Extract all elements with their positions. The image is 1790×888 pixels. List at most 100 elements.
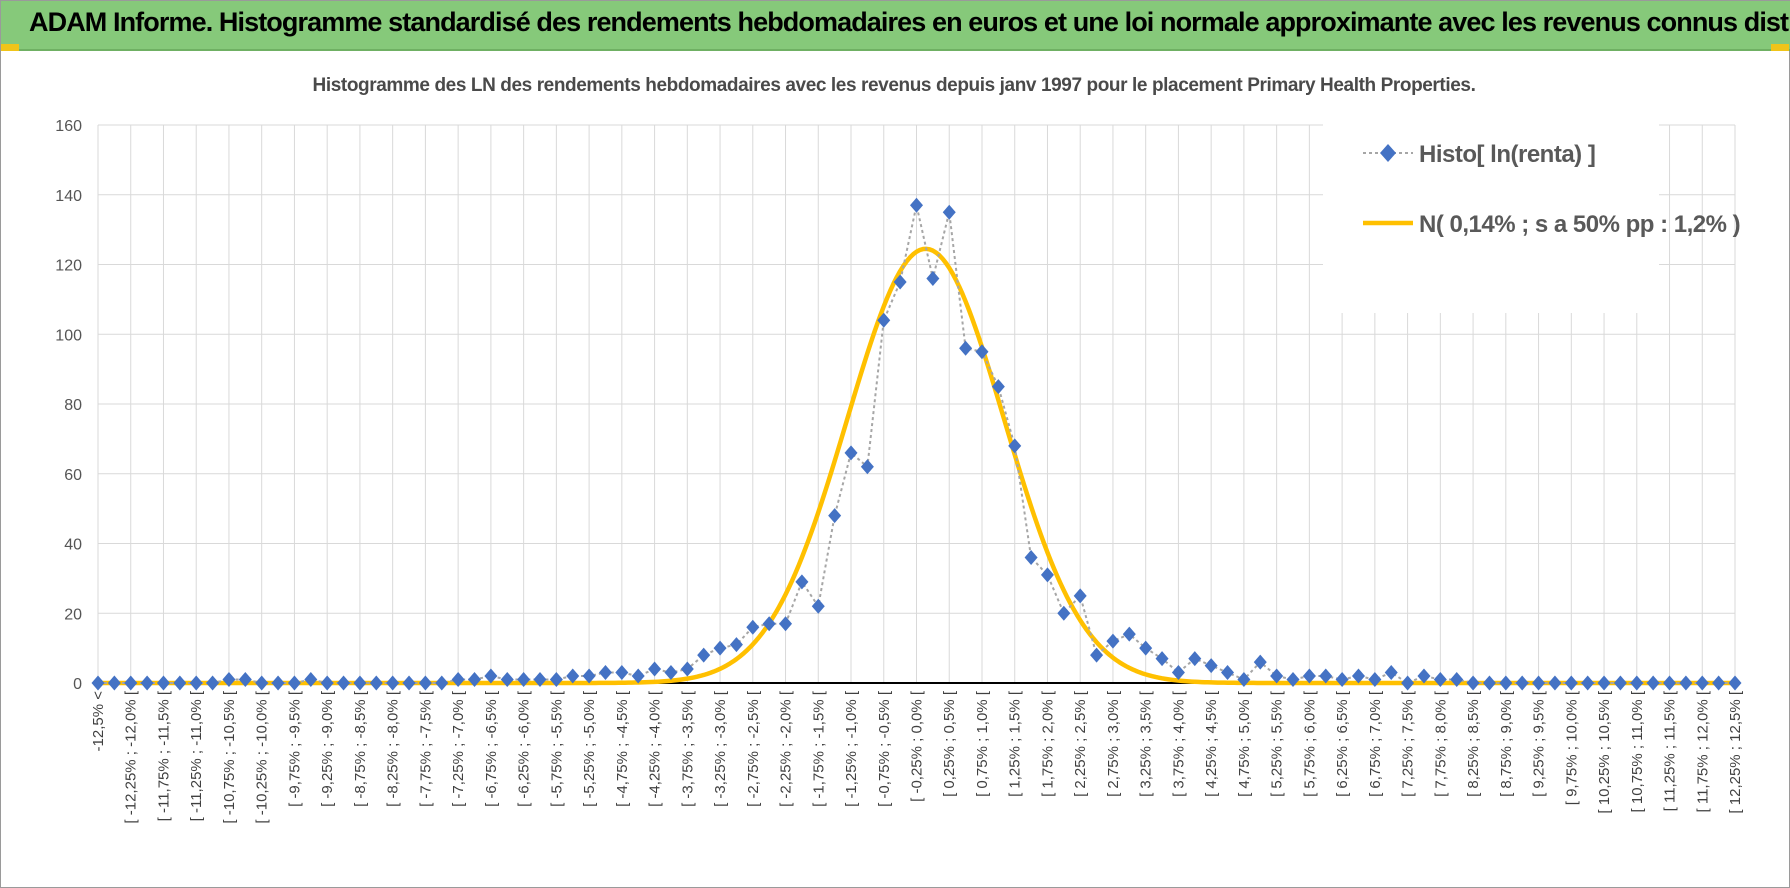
x-category-label: [ 10,25% ; 10,5% [ — [1596, 690, 1613, 813]
histogram-point — [337, 675, 351, 691]
histogram-point — [1482, 675, 1496, 691]
x-category-label: [ -0,25% ; 0,0% [ — [909, 690, 926, 802]
histogram-point — [189, 675, 203, 691]
x-category-label: [ -4,75% ; -4,5% [ — [614, 690, 631, 807]
histogram-point — [1139, 640, 1153, 656]
histogram-point — [893, 274, 907, 290]
x-category-label: [ -6,25% ; -6,0% [ — [516, 690, 533, 807]
corner-accent-right — [1771, 44, 1789, 51]
x-category-label: -12,5% < — [90, 691, 107, 752]
histogram-point — [991, 379, 1005, 395]
x-category-label: [ -7,25% ; -7,0% [ — [450, 690, 467, 807]
histogram-point — [1073, 588, 1087, 604]
histogram-point — [386, 675, 400, 691]
histogram-point — [1221, 665, 1235, 681]
x-category-label: [ -2,25% ; -2,0% [ — [778, 690, 795, 807]
histogram-point — [1106, 633, 1120, 649]
histogram-point — [1581, 675, 1595, 691]
legend-background — [1323, 113, 1659, 313]
histogram-point — [1401, 675, 1415, 691]
histogram-point — [1302, 668, 1316, 684]
histogram-point — [697, 647, 711, 663]
y-tick-label: 0 — [73, 676, 82, 693]
x-category-label: [ -3,25% ; -3,0% [ — [712, 690, 729, 807]
histogram-point — [1171, 665, 1185, 681]
histogram-point — [811, 598, 825, 614]
x-category-label: [ 0,25% ; 0,5% [ — [941, 690, 958, 797]
x-category-label: [ -4,25% ; -4,0% [ — [647, 690, 664, 807]
x-category-label: [ 0,75% ; 1,0% [ — [974, 690, 991, 797]
histogram-point — [1286, 672, 1300, 688]
x-category-label: [ 5,75% ; 6,0% [ — [1301, 690, 1318, 797]
histogram-point — [369, 675, 383, 691]
x-category-label: [ 6,75% ; 7,0% [ — [1367, 690, 1384, 797]
corner-accent-left — [1, 44, 19, 51]
histogram-point — [1351, 668, 1365, 684]
histogram-point — [107, 675, 121, 691]
histogram-point — [500, 672, 514, 688]
histogram-point — [1728, 675, 1742, 691]
histogram-point — [418, 675, 432, 691]
x-axis: -12,5% < [ -12,25% ; -12,0% [ [ -11,75% ; … — [90, 682, 1744, 824]
histogram-point — [320, 675, 334, 691]
x-category-label: [ -10,25% ; -10,0% [ — [254, 690, 271, 823]
histogram-point — [1057, 605, 1071, 621]
y-tick-label: 120 — [55, 258, 82, 275]
y-tick-label: 80 — [64, 397, 82, 414]
histogram-point — [1008, 438, 1022, 454]
x-category-label: [ 3,75% ; 4,0% [ — [1170, 690, 1187, 797]
chart-legend: Histo[ ln(renta) ] N( 0,14% ; s a 50% pp… — [1323, 113, 1741, 313]
x-category-label: [ 5,25% ; 5,5% [ — [1269, 690, 1286, 797]
x-category-label: [ 11,75% ; 12,0% [ — [1694, 690, 1711, 812]
report-title: ADAM Informe. Histogramme standardisé de… — [29, 7, 1790, 37]
x-category-label: [ -8,25% ; -8,0% [ — [385, 690, 402, 807]
histogram-point — [648, 661, 662, 677]
histogram-point — [156, 675, 170, 691]
histogram-point — [353, 675, 367, 691]
x-category-label: [ -0,75% ; -0,5% [ — [876, 690, 893, 807]
x-category-label: [ -12,25% ; -12,0% [ — [123, 690, 140, 823]
x-category-label: [ 9,25% ; 9,5% [ — [1531, 690, 1548, 797]
histogram-point — [828, 508, 842, 524]
histogram-point — [746, 619, 760, 635]
x-category-label: [ 2,25% ; 2,5% [ — [1072, 690, 1089, 797]
histogram-point — [91, 675, 105, 691]
histogram-point — [1433, 672, 1447, 688]
histogram-point — [304, 672, 318, 688]
histogram-point — [926, 270, 940, 286]
histogram-point — [1237, 672, 1251, 688]
histogram-point — [975, 344, 989, 360]
histogram-point — [1319, 668, 1333, 684]
histogram-point — [124, 675, 138, 691]
histogram-point — [1024, 549, 1038, 565]
histogram-point — [877, 312, 891, 328]
y-tick-label: 100 — [55, 327, 82, 344]
x-category-label: [ 7,75% ; 8,0% [ — [1432, 690, 1449, 797]
histogram-point — [598, 665, 612, 681]
x-category-label: [ -9,25% ; -9,0% [ — [319, 690, 336, 807]
x-category-label: [ -11,25% ; -11,0% [ — [188, 690, 205, 821]
histogram-point — [238, 672, 252, 688]
histogram-point — [910, 197, 923, 213]
x-category-label: [ -6,75% ; -6,5% [ — [483, 690, 500, 807]
x-category-label: [ -11,75% ; -11,5% [ — [155, 690, 172, 821]
histogram-point — [762, 616, 776, 632]
histogram-point — [287, 675, 301, 691]
histogram-point — [1090, 647, 1104, 663]
histogram-point — [549, 672, 563, 688]
x-category-label: [ -1,25% ; -1,0% [ — [843, 690, 860, 807]
x-category-label: [ -1,75% ; -1,5% [ — [810, 690, 827, 807]
y-tick-label: 20 — [64, 606, 82, 623]
histogram-point — [533, 672, 547, 688]
histogram-point — [1368, 672, 1382, 688]
x-category-label: [ 11,25% ; 11,5% [ — [1662, 690, 1679, 811]
histogram-point — [779, 616, 793, 632]
histogram-point — [713, 640, 727, 656]
histogram-point — [1204, 658, 1218, 674]
x-category-label: [ 10,75% ; 11,0% [ — [1629, 690, 1646, 812]
histogram-point — [959, 340, 973, 356]
x-category-label: [ -3,75% ; -3,5% [ — [679, 690, 696, 807]
histogram-point — [1450, 672, 1464, 688]
y-tick-label: 160 — [55, 118, 82, 135]
